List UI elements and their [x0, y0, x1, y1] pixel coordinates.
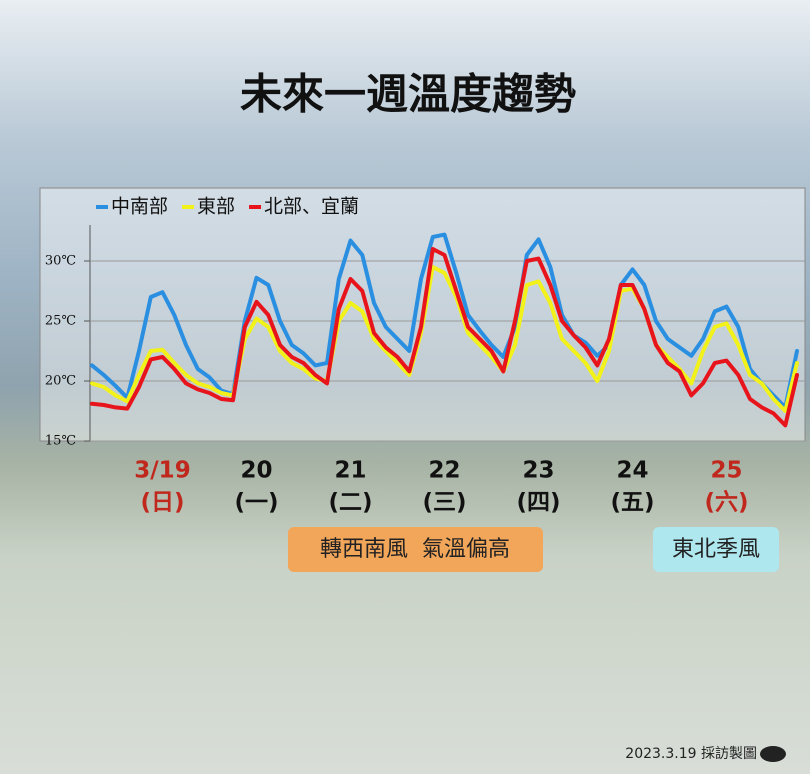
- x-tick-label: 3/19: [134, 458, 190, 484]
- annotation-box: [288, 527, 543, 572]
- x-tick-label: 25: [710, 458, 742, 484]
- x-tick-sublabel: (一): [234, 490, 278, 516]
- x-tick-label: 24: [616, 458, 648, 484]
- x-tick-sublabel: (日): [140, 490, 184, 516]
- x-tick-label: 22: [428, 458, 460, 484]
- logo: [760, 746, 786, 762]
- credit: 2023.3.19 採訪製圖: [625, 746, 757, 762]
- x-tick-sublabel: (三): [422, 490, 466, 516]
- x-tick-sublabel: (二): [328, 490, 372, 516]
- y-tick-label: 20℃: [45, 374, 76, 389]
- legend-label: 北部、宜蘭: [264, 196, 359, 218]
- legend-label: 東部: [197, 196, 235, 218]
- y-tick-label: 30℃: [45, 254, 76, 269]
- x-tick-label: 21: [334, 458, 366, 484]
- x-tick-sublabel: (六): [704, 490, 748, 516]
- annotation-box: [653, 527, 779, 572]
- chart-title: 未來一週溫度趨勢: [240, 70, 576, 119]
- series-line: [90, 232, 799, 410]
- legend-label: 中南部: [111, 196, 168, 218]
- x-tick-sublabel: (四): [516, 490, 560, 516]
- x-tick-sublabel: (五): [610, 490, 654, 516]
- y-tick-label: 15℃: [45, 434, 76, 449]
- annotation: 轉西南風 氣溫偏高: [320, 537, 510, 562]
- series-line: [90, 247, 799, 428]
- y-tick-label: 25℃: [45, 314, 76, 329]
- annotation: 東北季風: [672, 537, 760, 562]
- x-tick-label: 20: [240, 458, 272, 484]
- x-tick-label: 23: [522, 458, 554, 484]
